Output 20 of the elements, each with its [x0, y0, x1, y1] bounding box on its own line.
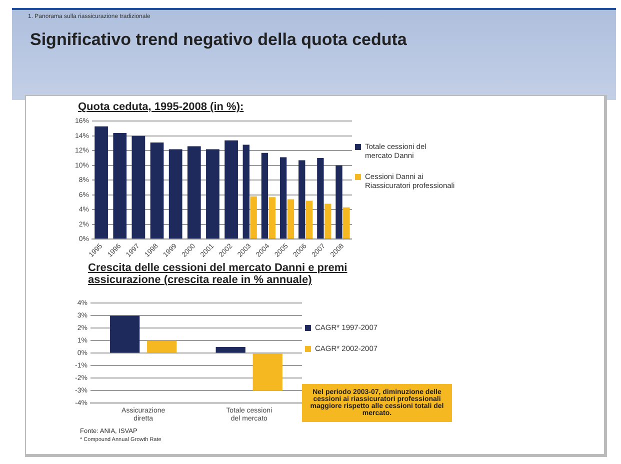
bar	[324, 204, 332, 239]
bar	[147, 340, 177, 353]
text: Significativo trend negativo della quota ceduta	[30, 30, 408, 50]
bar	[306, 200, 313, 239]
bar	[132, 136, 146, 239]
bar	[216, 346, 246, 353]
bar	[168, 149, 182, 239]
bar	[113, 132, 127, 239]
bar	[150, 142, 164, 239]
bar	[250, 196, 257, 239]
chart-title: Quota ceduta, 1995-2008 (in %):	[78, 101, 245, 113]
bar	[206, 149, 220, 239]
bar	[252, 354, 282, 391]
bar	[287, 199, 294, 239]
bar	[268, 197, 276, 239]
bar	[110, 316, 140, 353]
bar	[343, 207, 350, 239]
bar	[94, 126, 108, 239]
bar	[187, 146, 201, 239]
chart-title: Crescita delle cessioni del mercato Danni e premi assicurazione (crescita reale in % annuale)	[88, 262, 348, 286]
